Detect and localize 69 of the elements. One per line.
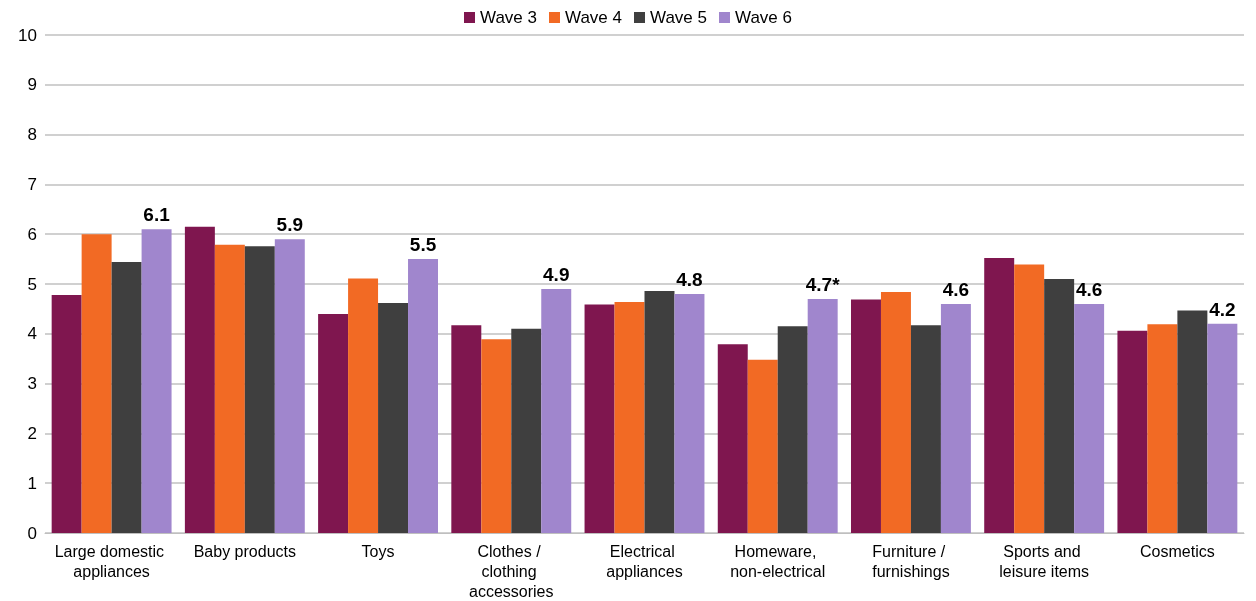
bar: [348, 278, 379, 533]
data-label: 4.2: [1209, 298, 1236, 320]
bar: [51, 294, 82, 533]
bar: [511, 328, 542, 533]
bar: [614, 301, 645, 533]
data-label: 4.8: [676, 268, 703, 290]
legend-label: Wave 6: [735, 8, 793, 27]
x-tick-label: Baby products: [193, 542, 296, 560]
bar: [777, 326, 808, 533]
x-tick-label: Clothes / clothing accessories: [469, 542, 554, 600]
bar: [111, 262, 142, 533]
bar: [481, 339, 512, 533]
bar: [408, 259, 439, 533]
bar: [1044, 279, 1075, 533]
bar: [184, 226, 215, 533]
bar: [807, 298, 838, 533]
data-label: 4.6: [1075, 278, 1103, 300]
bar: [141, 229, 172, 533]
x-tick-label: Sports and leisure items: [999, 542, 1090, 580]
bar: [1147, 324, 1178, 533]
legend-label: Wave 4: [565, 8, 623, 27]
bar: [451, 325, 482, 533]
bar: [244, 246, 275, 533]
data-label: 5.5: [409, 234, 437, 256]
bar: [584, 304, 615, 533]
legend-label: Wave 5: [650, 8, 708, 27]
bar: [1207, 323, 1238, 533]
y-tick-label: 10: [18, 25, 37, 45]
data-label: 4.7*: [805, 273, 841, 295]
bar: [1177, 310, 1208, 533]
x-tick-label: Homeware, non-electrical: [730, 542, 826, 580]
x-tick-label: Electrical appliances: [606, 542, 683, 580]
y-tick-label: 9: [27, 75, 37, 95]
x-tick-label: Cosmetics: [1140, 542, 1215, 560]
data-label: 6.1: [143, 204, 171, 226]
bar: [318, 313, 349, 533]
bar: [984, 258, 1015, 533]
data-label: 5.9: [276, 214, 304, 236]
y-tick-label: 0: [27, 523, 37, 543]
legend-label: Wave 3: [480, 8, 538, 27]
y-tick-label: 5: [27, 274, 37, 294]
bar: [541, 288, 572, 533]
bar: [378, 302, 409, 533]
x-tick-label: Large domestic appliances: [54, 542, 169, 580]
y-tick-label: 2: [27, 423, 37, 443]
bar: [850, 299, 881, 533]
data-label: 4.6: [942, 278, 970, 300]
y-tick-label: 1: [27, 473, 37, 493]
y-tick-label: 7: [27, 174, 37, 194]
bar: [1014, 264, 1045, 533]
y-tick-label: 8: [27, 125, 37, 145]
bar: [81, 234, 112, 533]
x-tick-label: Toys: [361, 542, 395, 560]
y-tick-label: 3: [27, 374, 37, 394]
y-tick-label: 4: [27, 324, 37, 344]
data-label: 4.9: [543, 263, 570, 285]
bar: [214, 244, 245, 533]
bar: [910, 325, 941, 533]
bar: [717, 344, 748, 533]
bar: [674, 293, 705, 533]
bar: [1074, 303, 1105, 533]
x-tick-label: Furniture / furnishings: [872, 542, 950, 580]
y-tick-label: 6: [27, 224, 37, 244]
bar: [940, 303, 971, 533]
bar: [644, 290, 675, 533]
bar: [274, 239, 305, 533]
bar: [747, 359, 778, 533]
bar: [880, 291, 911, 533]
bar: [1117, 330, 1148, 533]
